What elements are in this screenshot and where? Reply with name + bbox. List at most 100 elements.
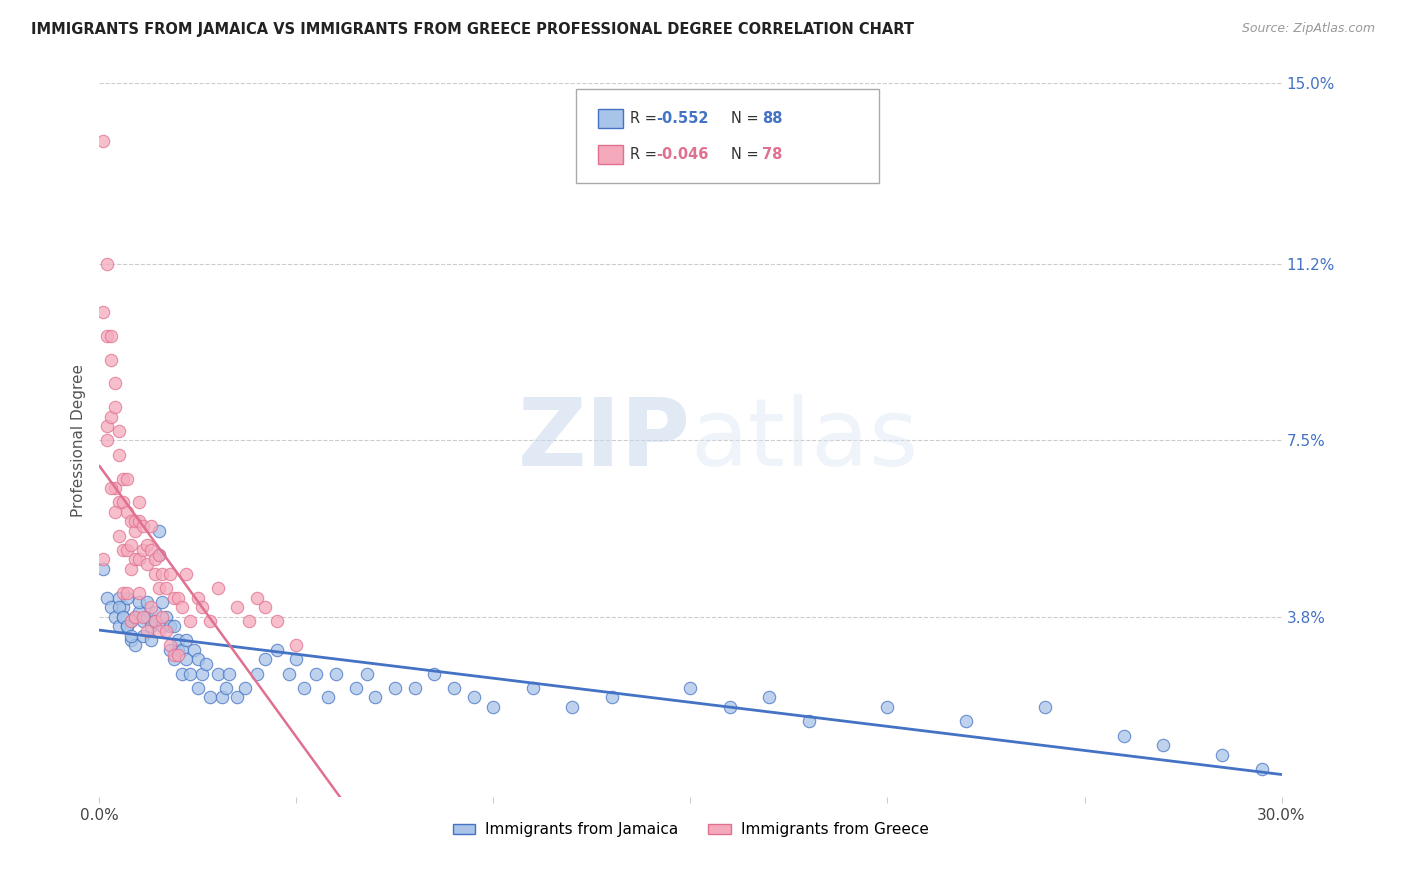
Point [187,652,209,666]
Point [344,681,367,695]
Point [120,633,142,648]
Point [135,609,157,624]
Point [179,615,201,629]
Point [96,591,118,605]
Point [120,562,142,576]
Point [482,700,505,714]
Point [285,638,308,652]
Point [143,566,166,581]
Point [305,666,328,681]
Point [139,633,162,648]
Point [159,566,181,581]
Point [132,629,155,643]
Point [325,666,347,681]
Point [128,514,150,528]
Point [108,600,131,615]
Point [128,552,150,566]
Point [253,600,276,615]
Point [194,657,217,672]
Point [1033,700,1056,714]
Point [104,376,127,391]
Point [139,543,162,558]
Point [316,690,339,705]
Point [135,624,157,638]
Point [115,586,138,600]
Point [356,666,378,681]
Point [120,615,142,629]
Point [1112,729,1135,743]
Point [148,624,170,638]
Point [148,581,170,595]
Point [172,666,194,681]
Point [96,257,118,271]
Point [132,609,155,624]
Point [364,690,387,705]
Point [285,652,308,666]
Point [207,666,229,681]
Point [124,552,146,566]
Point [423,666,446,681]
Point [135,595,157,609]
Point [155,624,177,638]
Point [600,690,623,705]
Point [143,605,166,619]
Point [167,633,190,648]
Point [159,638,181,652]
Point [115,591,138,605]
Point [218,666,240,681]
Point [96,419,118,434]
Point [112,609,135,624]
Text: -0.046: -0.046 [657,147,709,161]
Point [159,619,181,633]
Point [876,700,898,714]
Point [191,666,214,681]
Point [128,595,150,609]
Point [561,700,583,714]
Text: ZIP: ZIP [517,394,690,486]
Point [163,619,186,633]
Point [152,595,174,609]
Point [100,352,122,367]
Point [108,591,131,605]
Point [115,543,138,558]
Legend: Immigrants from Jamaica, Immigrants from Greece: Immigrants from Jamaica, Immigrants from… [447,816,935,843]
Point [758,690,780,705]
Point [226,600,249,615]
Point [404,681,426,695]
Point [155,609,177,624]
Point [384,681,406,695]
Point [135,538,157,552]
Point [163,591,186,605]
Text: R =: R = [630,112,661,126]
Text: atlas: atlas [690,394,918,486]
Point [174,633,197,648]
Point [124,638,146,652]
Point [96,434,118,448]
Point [135,558,157,572]
Point [174,566,197,581]
Point [104,481,127,495]
Point [112,609,135,624]
Point [211,690,233,705]
Point [112,495,135,509]
Point [955,714,977,729]
Point [112,471,135,485]
Point [112,543,135,558]
Point [163,652,186,666]
Point [172,600,194,615]
Point [108,448,131,462]
Point [93,305,115,319]
Text: IMMIGRANTS FROM JAMAICA VS IMMIGRANTS FROM GREECE PROFESSIONAL DEGREE CORRELATIO: IMMIGRANTS FROM JAMAICA VS IMMIGRANTS FR… [31,22,914,37]
Point [143,552,166,566]
Point [132,615,155,629]
Point [124,609,146,624]
Point [191,600,214,615]
Point [139,600,162,615]
Text: 78: 78 [762,147,782,161]
Point [152,619,174,633]
Point [172,643,194,657]
Point [93,562,115,576]
Point [214,681,236,695]
Point [108,495,131,509]
Point [1152,738,1174,752]
